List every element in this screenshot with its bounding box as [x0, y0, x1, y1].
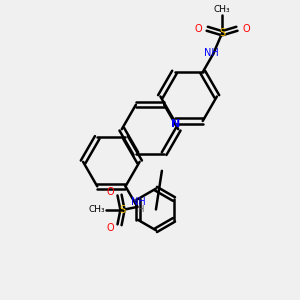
Text: H: H — [137, 206, 143, 214]
Text: O: O — [194, 24, 202, 34]
Text: S: S — [219, 28, 225, 38]
Text: O: O — [107, 187, 114, 197]
Text: CH₃: CH₃ — [89, 206, 106, 214]
Text: NH: NH — [204, 48, 219, 59]
Text: NH: NH — [131, 197, 146, 208]
Text: O: O — [107, 223, 114, 233]
Text: S: S — [119, 205, 126, 215]
Text: N: N — [171, 119, 181, 129]
Text: CH₃: CH₃ — [214, 5, 230, 14]
Text: O: O — [242, 24, 250, 34]
